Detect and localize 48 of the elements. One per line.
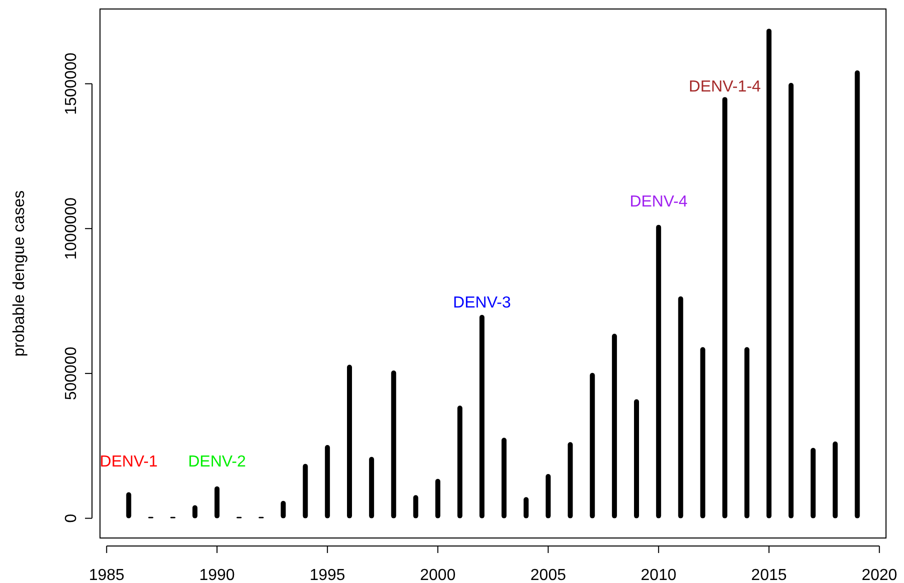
- bar: [832, 442, 838, 518]
- bar: [788, 82, 794, 518]
- bar: [634, 399, 640, 518]
- bar: [413, 495, 418, 518]
- x-tick-label: 1995: [310, 567, 346, 583]
- x-tick-label: 2010: [640, 567, 676, 583]
- bar: [524, 497, 529, 518]
- annotation: DENV-1: [100, 454, 158, 471]
- bar: [126, 492, 132, 518]
- bar: [302, 464, 308, 518]
- bar: [722, 97, 728, 518]
- bar: [744, 347, 750, 518]
- x-tick-label: 1985: [88, 567, 125, 583]
- bar: [192, 505, 198, 518]
- bar: [280, 500, 286, 518]
- bar: [700, 347, 706, 518]
- y-tick-label: 1500000: [63, 52, 80, 115]
- x-tick-label: 2000: [420, 567, 456, 583]
- bar: [546, 474, 551, 518]
- y-tick-label: 1000000: [63, 197, 80, 260]
- x-tick-label: 2015: [751, 567, 787, 583]
- bar: [324, 445, 330, 518]
- bar: [590, 372, 595, 518]
- y-tick-label: 0: [63, 514, 80, 523]
- x-tick-label: 2005: [530, 567, 566, 583]
- bar: [435, 478, 440, 518]
- annotation: DENV-3: [453, 294, 511, 312]
- annotation: DENV-1-4: [688, 78, 761, 96]
- bar: [479, 314, 484, 518]
- bar: [346, 364, 352, 518]
- annotation: DENV-2: [188, 454, 246, 471]
- x-tick-label: 1990: [199, 567, 235, 583]
- annotation: DENV-4: [630, 194, 688, 211]
- x-tick-label: 2020: [862, 567, 898, 583]
- bar: [678, 296, 684, 518]
- bar: [854, 70, 860, 518]
- bar: [766, 28, 772, 518]
- y-tick-label: 500000: [63, 346, 80, 400]
- bar: [656, 224, 662, 518]
- bar: [369, 456, 374, 518]
- bar: [810, 448, 816, 518]
- bar: [214, 486, 220, 518]
- y-axis-title: probable dengue cases: [11, 190, 28, 357]
- bar: [391, 370, 396, 518]
- bar: [568, 442, 573, 518]
- bar: [502, 438, 507, 518]
- bar: [457, 406, 462, 518]
- bar: [612, 334, 617, 518]
